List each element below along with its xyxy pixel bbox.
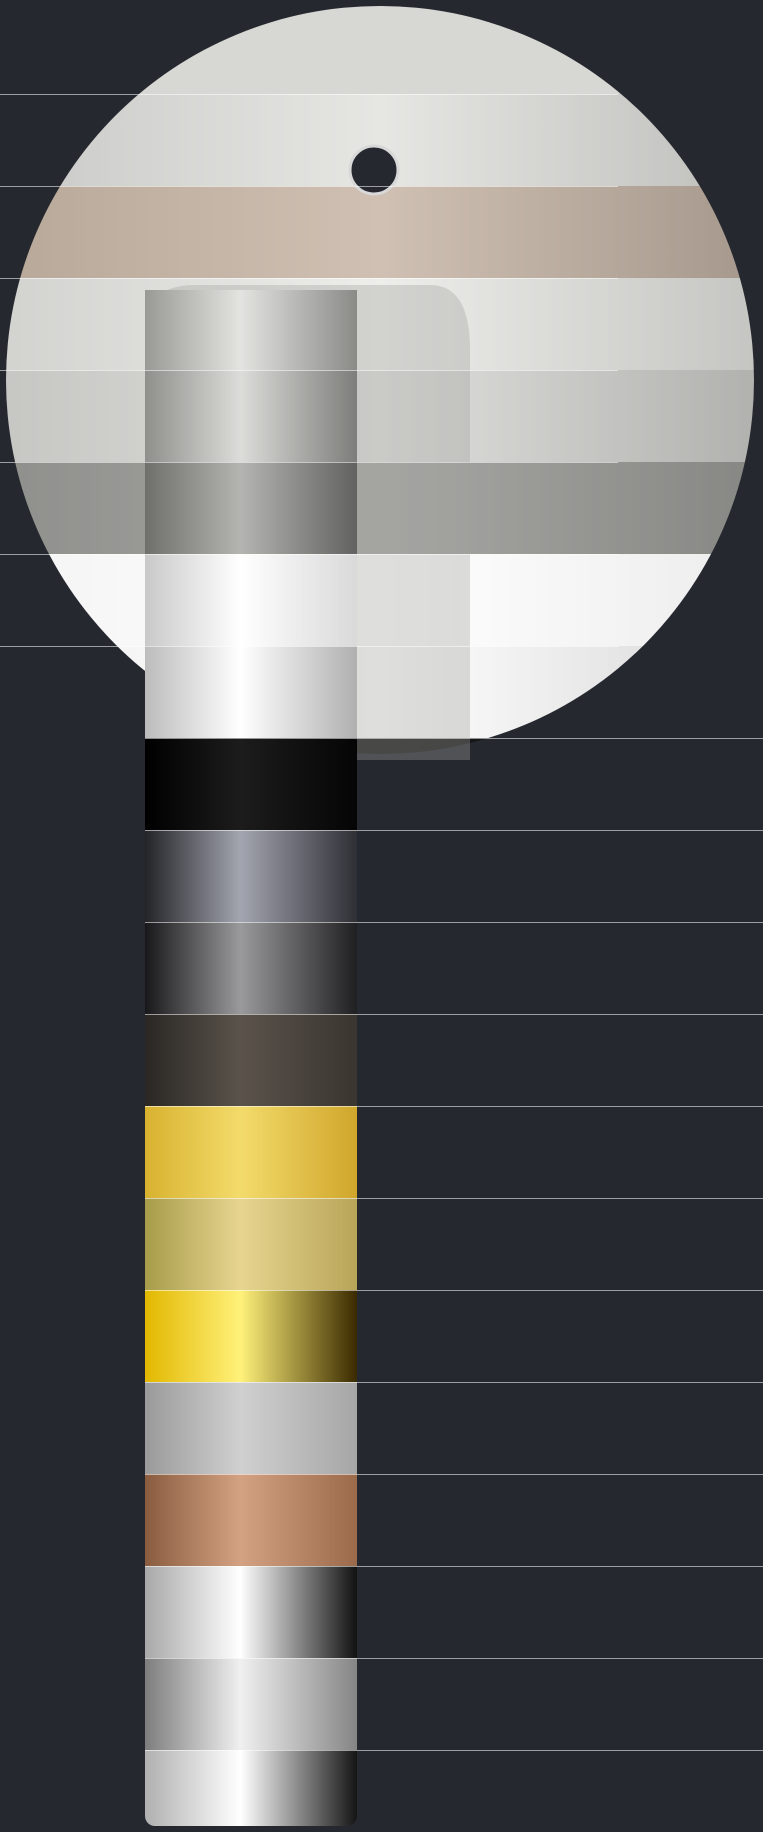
lever-band-brushed-chrome [145, 1658, 357, 1750]
lever-band-polished-stainless [145, 1750, 357, 1826]
lever-band-dark-grey-matte [145, 462, 357, 554]
band-divider [145, 1566, 763, 1567]
band-divider [0, 462, 618, 463]
band-divider [145, 1658, 763, 1659]
band-divider [145, 1750, 763, 1751]
rosette-band-white [6, 554, 754, 646]
rosette-band-satin-nickel [6, 370, 754, 462]
lever-band-polished-gold [145, 1106, 357, 1198]
band-divider [145, 738, 763, 739]
lever-band-brushed-nickel [145, 290, 357, 370]
band-divider [145, 1198, 763, 1199]
lever-band-dark-bronze [145, 1014, 357, 1106]
lever-band-white [145, 554, 357, 646]
lever-band-copper [145, 1474, 357, 1566]
band-divider [0, 370, 618, 371]
rosette-band-champagne-satin [6, 186, 754, 278]
rosette-top-segment [6, 6, 754, 94]
lever-band-black [145, 738, 357, 830]
lever-band-gold-chrome [145, 1290, 357, 1382]
lever-band-satin-brass [145, 1198, 357, 1290]
band-divider [0, 186, 618, 187]
band-divider [145, 1290, 763, 1291]
band-divider [0, 278, 618, 279]
band-divider [145, 830, 763, 831]
band-divider [0, 94, 618, 95]
lever-band-silver-grey [145, 1382, 357, 1474]
band-divider [145, 1382, 763, 1383]
lever-band-black-chrome [145, 922, 357, 1014]
band-divider [145, 1014, 763, 1015]
lever-band-polished-chrome [145, 646, 357, 738]
rosette-band-brushed-nickel [6, 278, 754, 370]
lever-band-graphite [145, 830, 357, 922]
band-divider [0, 646, 618, 647]
rosette-band-dark-grey-matte [6, 462, 754, 554]
lever-band-satin-nickel [145, 370, 357, 462]
rosette-screw-hole [348, 144, 400, 196]
band-divider [145, 922, 763, 923]
lever-band-mirror-chrome [145, 1566, 357, 1658]
band-divider [145, 1106, 763, 1107]
band-divider [0, 554, 618, 555]
band-divider [145, 1474, 763, 1475]
